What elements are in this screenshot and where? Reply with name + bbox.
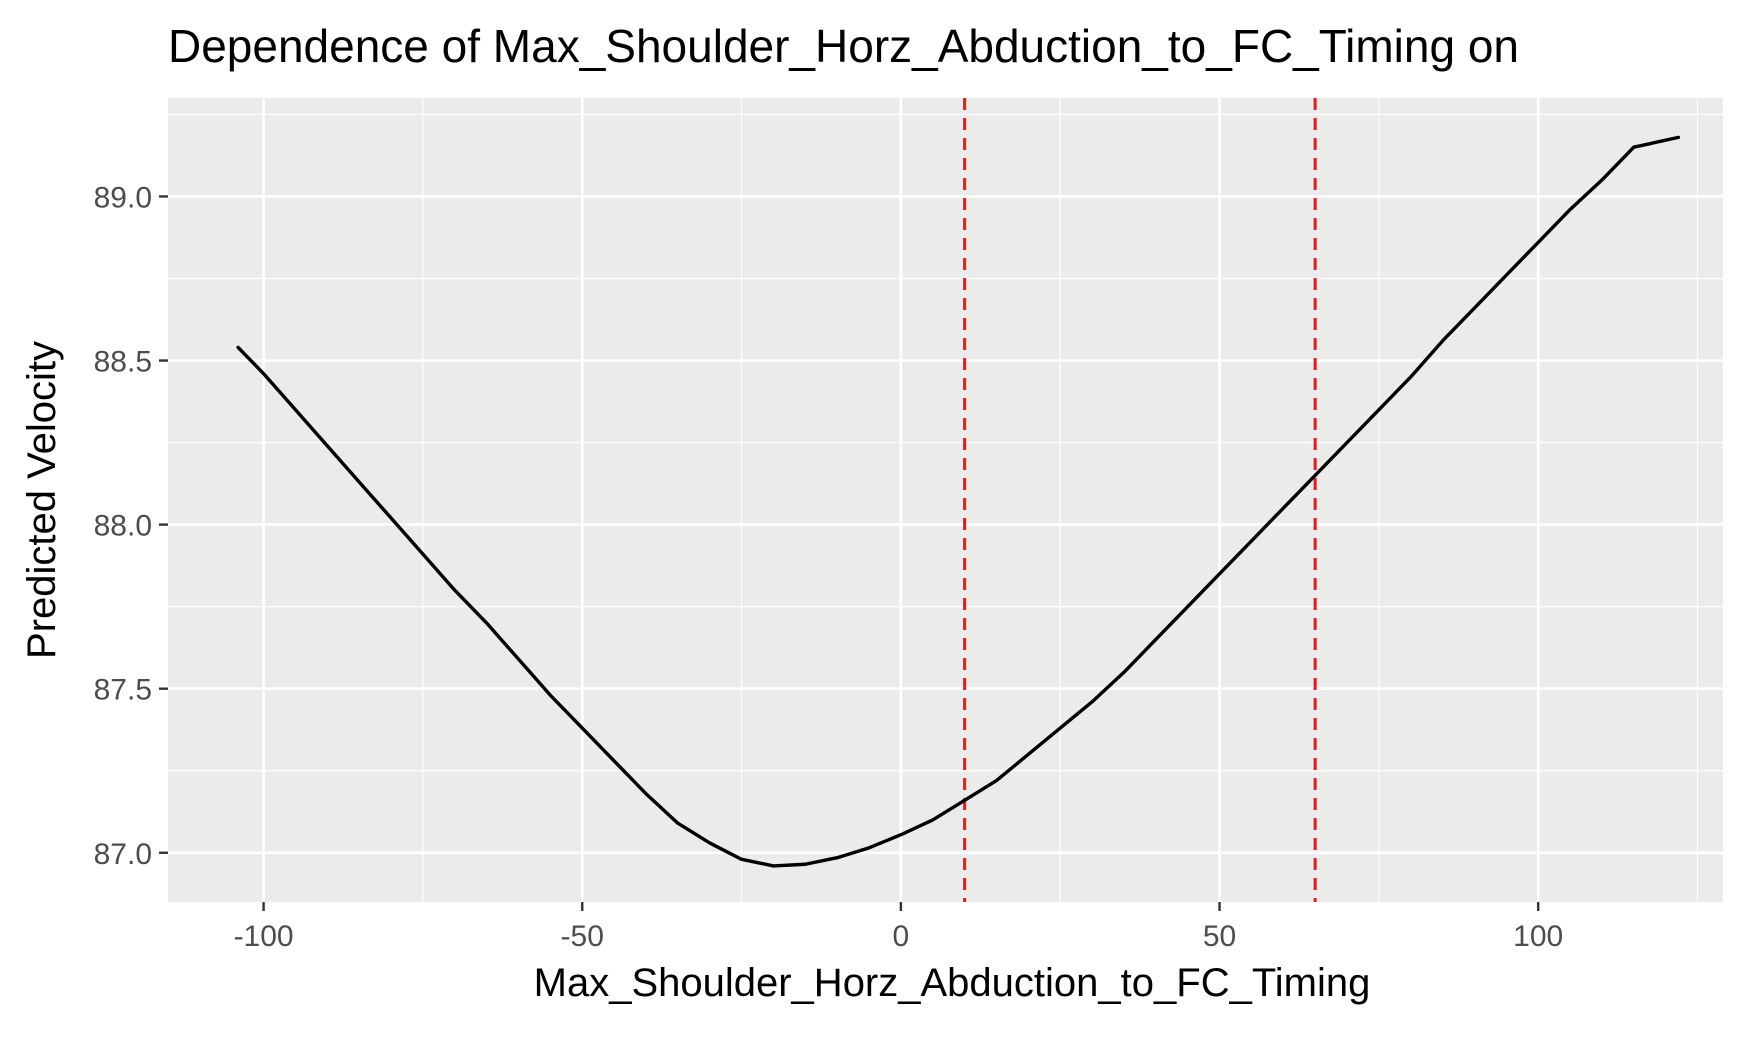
- y-tick-label: 88.5: [94, 346, 152, 379]
- chart-title: Dependence of Max_Shoulder_Horz_Abductio…: [168, 20, 1519, 72]
- x-tick-label: -50: [561, 920, 604, 953]
- series-group: [236, 135, 1681, 868]
- y-tick-label: 88.0: [94, 510, 152, 543]
- y-axis-label: Predicted Velocity: [20, 341, 64, 659]
- x-tick-label: 100: [1513, 920, 1563, 953]
- y-tick-label: 87.0: [94, 838, 152, 871]
- x-tick-label: -100: [234, 920, 294, 953]
- x-axis: -100 -50 0 50 100: [234, 902, 1563, 953]
- y-tick-label: 87.5: [94, 674, 152, 707]
- major-gridlines: [168, 98, 1723, 902]
- plot-panel: [168, 98, 1723, 902]
- series-line: [236, 135, 1681, 868]
- x-tick-label: 0: [893, 920, 910, 953]
- minor-gridlines: [168, 98, 1723, 902]
- y-axis: 87.0 87.5 88.0 88.5 89.0: [94, 181, 168, 871]
- reference-lines: [963, 98, 1317, 902]
- y-tick-label: 89.0: [94, 181, 152, 214]
- x-tick-label: 50: [1203, 920, 1236, 953]
- x-axis-label: Max_Shoulder_Horz_Abduction_to_FC_Timing: [534, 961, 1371, 1005]
